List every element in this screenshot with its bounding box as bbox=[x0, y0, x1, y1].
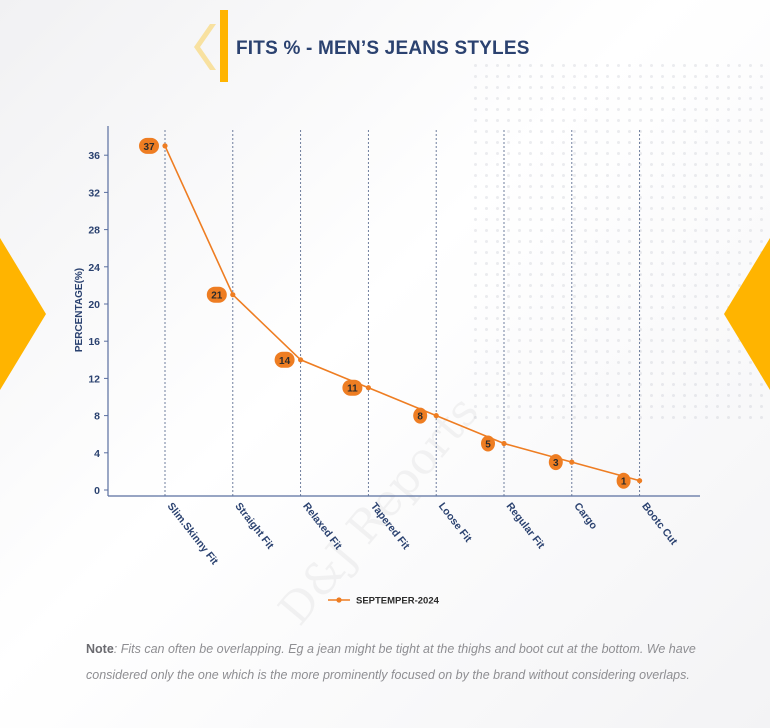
data-label-value: 5 bbox=[485, 440, 491, 451]
y-tick-label: 4 bbox=[94, 448, 100, 460]
y-tick-label: 32 bbox=[88, 187, 100, 199]
data-label-value: 21 bbox=[211, 291, 223, 302]
note-label: Note bbox=[86, 642, 114, 656]
data-label: 14 bbox=[274, 351, 295, 368]
y-tick-label: 16 bbox=[88, 336, 100, 348]
legend-marker bbox=[336, 597, 342, 603]
y-tick-label: 8 bbox=[94, 411, 100, 423]
right-chevron-decoration bbox=[724, 238, 770, 390]
data-label-bubble bbox=[139, 137, 159, 154]
data-label-value: 8 bbox=[417, 412, 423, 423]
y-tick-label: 24 bbox=[88, 262, 100, 274]
data-label-value: 14 bbox=[279, 356, 291, 367]
data-label: 21 bbox=[206, 286, 227, 303]
y-axis-label: PERCENTAGE(%) bbox=[74, 268, 85, 352]
data-point bbox=[637, 478, 643, 484]
series-line bbox=[164, 145, 640, 482]
data-label: 5 bbox=[481, 435, 495, 452]
data-label-bubble bbox=[548, 454, 563, 471]
data-point bbox=[298, 357, 304, 363]
x-tick-label: Slim.Skinny Fit bbox=[165, 500, 221, 567]
data-point bbox=[230, 292, 236, 298]
left-chevron-decoration bbox=[0, 238, 46, 390]
data-point bbox=[569, 459, 575, 465]
x-tick-label: Bootc Cut bbox=[639, 500, 680, 547]
data-label-value: 1 bbox=[621, 477, 627, 488]
x-tick-label: Straight Fit bbox=[232, 500, 276, 551]
data-point bbox=[501, 440, 507, 447]
title-block: FITS % - MEN’S JEANS STYLES bbox=[190, 10, 610, 82]
data-label-bubble bbox=[481, 435, 495, 452]
data-point bbox=[162, 143, 168, 149]
y-tick-label: 12 bbox=[88, 373, 100, 385]
note-text: : Fits can often be overlapping. Eg a je… bbox=[86, 642, 696, 682]
data-label-bubble bbox=[616, 472, 631, 489]
data-label-bubble bbox=[274, 351, 295, 368]
data-label-bubble bbox=[206, 286, 227, 303]
y-tick-label: 28 bbox=[88, 225, 100, 237]
data-label: 1 bbox=[616, 472, 631, 489]
line-chart: D&J Reports04812162024283236PERCENTAGE(%… bbox=[74, 126, 700, 630]
y-tick-label: 36 bbox=[88, 150, 100, 162]
data-point bbox=[365, 385, 371, 391]
y-tick-label: 0 bbox=[94, 485, 100, 497]
x-tick-label: Regular Fit bbox=[504, 500, 548, 551]
data-label: 3 bbox=[548, 454, 563, 471]
footnote: Note: Fits can often be overlapping. Eg … bbox=[86, 636, 696, 688]
title-accent-icon bbox=[194, 10, 228, 82]
x-tick-label: Cargo bbox=[571, 500, 599, 531]
data-label: 37 bbox=[139, 137, 159, 154]
y-tick-label: 20 bbox=[88, 299, 100, 311]
legend-label: SEPTEMPER-2024 bbox=[356, 596, 440, 607]
data-label-value: 11 bbox=[347, 384, 358, 395]
data-label-bubble bbox=[413, 407, 428, 424]
page-title: FITS % - MEN’S JEANS STYLES bbox=[236, 38, 530, 59]
data-label-value: 3 bbox=[553, 458, 559, 469]
x-tick-label: Loose Fit bbox=[436, 500, 474, 545]
data-label: 8 bbox=[413, 407, 428, 424]
data-label-bubble bbox=[342, 379, 363, 396]
data-label: 11 bbox=[342, 379, 363, 396]
data-point bbox=[433, 413, 439, 419]
background-dot-pattern bbox=[470, 60, 770, 420]
data-label-value: 37 bbox=[143, 142, 155, 153]
